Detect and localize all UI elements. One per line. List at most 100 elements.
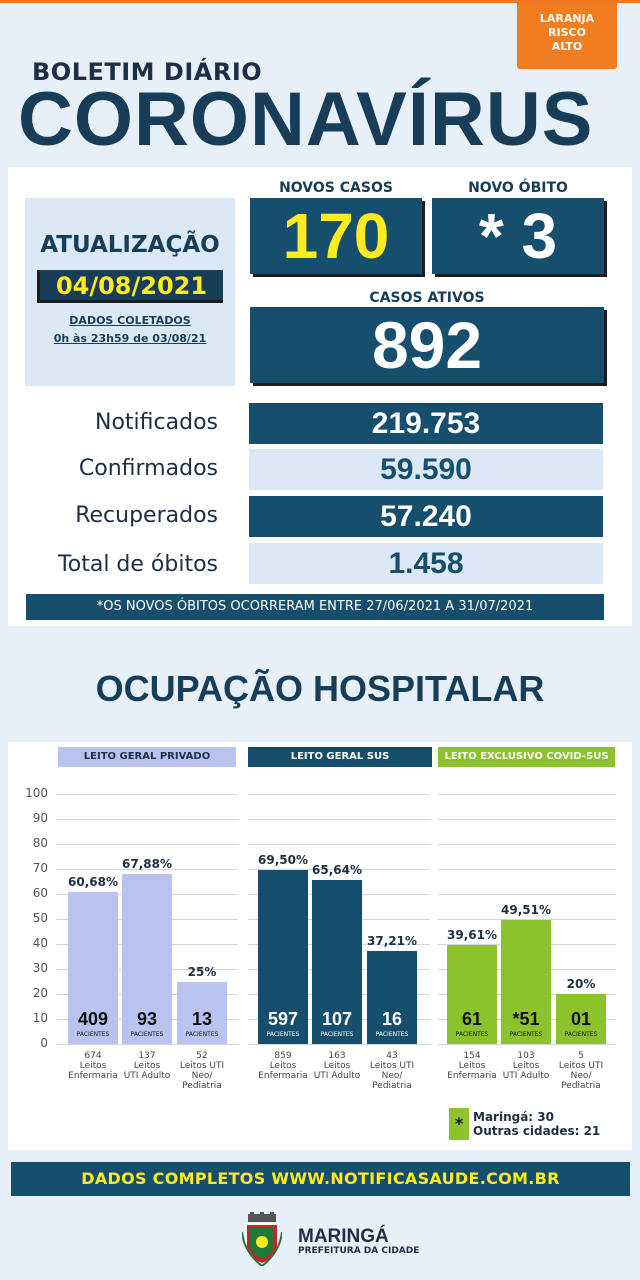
occupancy-percent-label: 37,21% — [367, 933, 417, 948]
occupancy-percent-label: 67,88% — [122, 857, 172, 872]
gridline — [56, 1044, 238, 1045]
bed-caption-line: Leitos — [458, 1061, 486, 1071]
occupancy-bar — [447, 944, 497, 1044]
bed-caption-line: Leitos UTI — [369, 1061, 415, 1071]
occupancy-percent-label: 25% — [187, 964, 217, 979]
new-death-value: * 3 — [478, 200, 558, 272]
gridline — [56, 844, 238, 845]
occupancy-bar — [122, 874, 172, 1044]
new-cases-value: 170 — [282, 200, 390, 272]
bed-caption-line: Leitos UTI — [179, 1061, 225, 1071]
bed-caption-line: Neo/ — [191, 1071, 213, 1081]
new-cases-box: 170 — [250, 198, 422, 274]
gridline — [438, 894, 616, 895]
recovered-value: 57.240 — [249, 496, 603, 537]
bed-caption-line: Leitos — [512, 1061, 540, 1071]
bed-caption-line: 137 — [138, 1051, 156, 1061]
occupancy-bar — [501, 920, 551, 1044]
gridline — [438, 919, 616, 920]
occupancy-bar — [177, 981, 227, 1044]
patients-count: 409 — [77, 1009, 109, 1029]
bed-caption-line: 52 — [196, 1051, 208, 1061]
gridline — [56, 869, 238, 870]
bed-caption-line: 154 — [463, 1051, 481, 1061]
gridline — [438, 819, 616, 820]
gridline — [438, 1044, 616, 1045]
patients-count: 107 — [321, 1009, 353, 1029]
occupancy-percent-label: 39,61% — [447, 927, 497, 942]
patients-label: PACIENTES — [266, 1031, 300, 1038]
y-tick-label: 100 — [25, 786, 48, 800]
y-tick-label: 70 — [32, 861, 48, 875]
risk-line-2: RISCO — [548, 26, 586, 39]
bed-caption-line: Leitos — [79, 1061, 107, 1071]
bed-caption-line: UTI Adulto — [123, 1071, 171, 1081]
patients-label: PACIENTES — [455, 1031, 489, 1038]
occupancy-percent-label: 65,64% — [312, 862, 362, 877]
risk-level-badge: LARANJA RISCO ALTO — [517, 3, 617, 69]
legend-other-cities: Outras cidades: 21 — [473, 1124, 601, 1138]
risk-line-3: ALTO — [551, 40, 583, 53]
chart-group-header: LEITO GERAL SUS — [248, 747, 432, 767]
patients-label: PACIENTES — [130, 1031, 164, 1038]
patients-count: 13 — [191, 1009, 213, 1029]
new-cases-label: NOVOS CASOS — [279, 180, 393, 196]
data-collected-period: 0h às 23h59 de 03/08/21 — [53, 332, 207, 345]
patients-label: PACIENTES — [320, 1031, 354, 1038]
y-tick-label: 80 — [32, 836, 48, 850]
bed-caption-line: 163 — [328, 1051, 346, 1061]
legend-maringa: Maringá: 30 — [473, 1110, 554, 1124]
patients-count: 93 — [136, 1009, 158, 1029]
occupancy-bar — [312, 879, 362, 1044]
bed-caption-line: Enfermaria — [447, 1071, 497, 1081]
bed-caption-line: Neo/ — [570, 1071, 592, 1081]
total-deaths-label: Total de óbitos — [58, 552, 218, 577]
patients-label: PACIENTES — [76, 1031, 110, 1038]
occupancy-bar — [258, 870, 308, 1044]
data-collected-note: DADOS COLETADOS — [69, 314, 191, 327]
full-data-banner: DADOS COMPLETOS WWW.NOTIFICASAUDE.COM.BR — [11, 1162, 630, 1196]
gridline — [248, 794, 430, 795]
bed-caption-line: 859 — [274, 1051, 292, 1061]
gridline — [248, 1044, 430, 1045]
city-coat-of-arms-icon — [242, 1212, 282, 1266]
active-cases-value: 892 — [371, 308, 483, 382]
gridline — [248, 844, 430, 845]
occupancy-bar — [367, 950, 417, 1044]
active-cases-label: CASOS ATIVOS — [369, 290, 485, 306]
occupancy-percent-label: 49,51% — [501, 903, 551, 918]
gridline — [56, 819, 238, 820]
risk-line-1: LARANJA — [539, 12, 595, 25]
bed-caption-line: UTI Adulto — [502, 1071, 550, 1081]
patients-count: 597 — [267, 1009, 299, 1029]
bed-caption-line: UTI Adulto — [313, 1071, 361, 1081]
notified-label: Notificados — [95, 410, 218, 435]
page-title: CORONAVÍRUS — [18, 77, 594, 162]
bed-caption-line: Pediatria — [561, 1081, 601, 1091]
recovered-label: Recuperados — [75, 503, 218, 528]
asterisk-marker: * — [449, 1108, 469, 1140]
bed-caption-line: Leitos UTI — [558, 1061, 604, 1071]
confirmed-label: Confirmados — [78, 456, 218, 481]
gridline — [438, 794, 616, 795]
bed-caption-line: Enfermaria — [68, 1071, 118, 1081]
bed-caption-line: Leitos — [269, 1061, 297, 1071]
gridline — [248, 869, 430, 870]
patients-label: PACIENTES — [564, 1031, 598, 1038]
gridline — [248, 819, 430, 820]
top-accent-bar — [0, 0, 640, 3]
y-tick-label: 0 — [40, 1036, 48, 1050]
city-hall-label: PREFEITURA DA CIDADE — [298, 1246, 420, 1256]
chart-group-header: LEITO GERAL PRIVADO — [58, 747, 236, 767]
patients-count: 01 — [570, 1009, 592, 1029]
patients-label: PACIENTES — [375, 1031, 409, 1038]
covid-uti-legend: * Maringá: 30 Outras cidades: 21 — [449, 1108, 615, 1140]
active-cases-box: 892 — [250, 307, 604, 383]
patients-label: PACIENTES — [185, 1031, 219, 1038]
new-death-label: NOVO ÓBITO — [468, 180, 568, 196]
y-tick-label: 30 — [32, 961, 48, 975]
gridline — [438, 869, 616, 870]
bed-caption-line: 674 — [84, 1051, 102, 1061]
bed-caption-line: 5 — [578, 1051, 584, 1061]
occupancy-bar — [68, 892, 118, 1044]
